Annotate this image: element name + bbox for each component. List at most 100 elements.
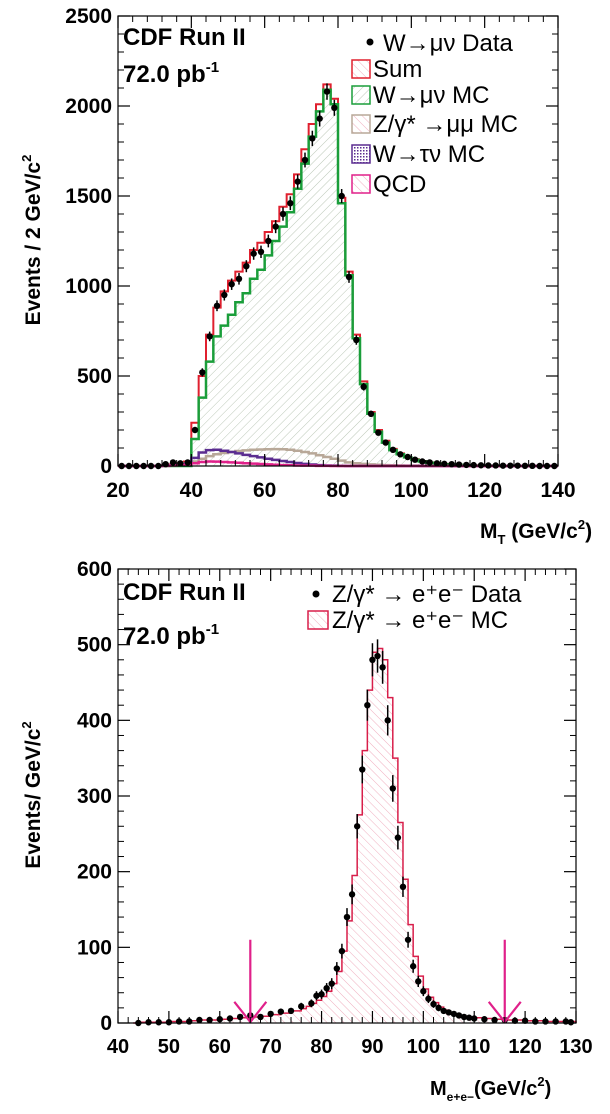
data-point [397,451,404,458]
x-tick-label: 100 [394,479,429,502]
legend-zgamma-swatch [351,114,371,134]
legend-qcd-swatch [351,174,371,194]
data-point [367,410,375,417]
legend-qcd-label: QCD [373,171,426,198]
data-point [415,978,422,985]
y-tick-label: 2000 [65,95,112,118]
legend-sum-swatch [351,59,371,79]
x-tick-label: 50 [158,1036,180,1058]
top-data-points [118,83,558,470]
data-point [455,1012,463,1019]
data-point [470,461,477,469]
data-point [374,652,381,660]
data-point [206,333,213,340]
data-point [287,1007,295,1015]
x-tick-label: 60 [209,1036,231,1058]
legend-zgamma-label: Z/γ* →μμ MC [373,111,518,138]
data-point [309,135,316,142]
data-point [348,891,356,898]
data-point [411,456,419,463]
data-point [333,965,341,972]
data-point [213,302,221,309]
data-point [235,275,243,282]
x-tick-label: 70 [260,1036,282,1058]
data-point [345,273,353,281]
top-histograms [118,83,558,468]
legend-data-label: W→μν Data [383,30,513,57]
y-tick-label: 1000 [65,275,112,298]
data-point [250,250,257,257]
x-tick-label: 20 [106,479,129,502]
data-point [318,991,325,998]
data-point [265,237,272,245]
x-tick-label: 120 [467,479,502,502]
legend-ee-data-marker [312,590,320,598]
data-point [338,192,345,200]
legend-wmunu-label: W→μν MC [373,82,489,109]
data-point [359,766,366,773]
data-point [328,980,335,987]
data-point [323,88,331,95]
data-point [440,1007,447,1015]
data-point [389,446,397,453]
y-tick-label: 100 [77,936,112,959]
y-tick-label: 400 [77,709,112,732]
top-experiment-label: CDF Run II [123,24,246,51]
legend-data-marker [366,38,374,46]
data-point [389,785,396,792]
x-tick-label: 100 [407,1036,440,1058]
x-tick-label: 80 [310,1036,332,1058]
y-tick-label: 0 [100,1012,112,1035]
data-point [465,1014,473,1021]
data-point [243,263,250,270]
data-point [257,248,265,255]
x-tick-label: 130 [559,1036,592,1058]
y-tick-label: 200 [77,861,112,884]
bottom-axis-ticks: 40 50 60 70 80 90 100 110 120 130 0 100 200 300 400 500… [77,558,593,1058]
data-point [236,1013,244,1021]
data-point [169,459,177,466]
y-tick-label: 500 [77,634,112,657]
data-point [404,936,412,943]
x-tick-label: 120 [508,1036,541,1058]
y-tick-label: 0 [100,455,112,478]
data-point [419,458,426,465]
data-point [313,992,320,999]
x-tick-label: 110 [458,1036,490,1058]
x-tick-label: 40 [107,1036,129,1058]
bottom-legend: Z/γ* → e⁺e⁻ Data Z/γ* → e⁺e⁻ MC [307,581,522,634]
data-point [420,988,427,995]
data-point [477,462,485,469]
data-point [177,460,184,467]
mc-fill [133,648,576,1023]
data-point [184,459,191,466]
data-point [425,995,432,1002]
data-point [360,383,367,390]
y-tick-label: 2500 [65,5,112,28]
data-point [199,369,206,376]
bottom-y-axis-title: Events/ GeV/c2 [19,721,45,868]
top-axis-ticks: 20 40 60 80 100 120 140 0 500 1000 1500 2000 2500 [65,5,575,502]
x-tick-label: 90 [361,1036,383,1058]
data-point [404,453,411,461]
data-point [460,1013,468,1021]
x-tick-label: 140 [540,479,575,502]
data-point [375,429,382,436]
data-point [382,439,389,446]
data-point [430,1000,437,1008]
data-point [221,291,228,299]
top-panel: 20 40 60 80 100 120 140 0 500 1000 1500 2000 2500 CD… [19,5,592,547]
data-point [323,984,330,992]
y-tick-label: 300 [77,785,112,808]
y-tick-label: 1500 [65,185,112,208]
data-point [364,702,371,709]
data-point [316,115,323,122]
top-legend: W→μν Data Sum W→μν MC Z/γ* →μμ MC W→τν M… [351,30,518,198]
data-point [353,823,361,830]
data-point [463,461,470,469]
wmunu-fill [118,89,558,467]
bottom-panel: 40 50 60 70 80 90 100 110 120 130 0 100 200 300 400 500… [19,558,593,1104]
data-point [409,963,417,970]
legend-sum-label: Sum [373,56,422,83]
